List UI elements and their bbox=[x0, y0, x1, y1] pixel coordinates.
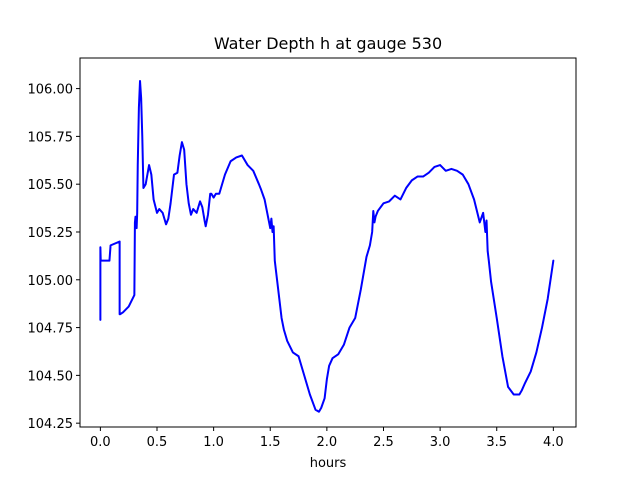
x-tick-label: 0.5 bbox=[147, 435, 168, 450]
x-tick-label: 4.0 bbox=[543, 435, 564, 450]
y-tick-label: 104.25 bbox=[28, 417, 74, 432]
x-tick-label: 1.5 bbox=[260, 435, 281, 450]
y-tick-label: 105.75 bbox=[28, 130, 74, 145]
y-tick-label: 104.75 bbox=[28, 322, 74, 337]
y-tick-label: 106.00 bbox=[28, 83, 74, 98]
y-tick-label: 104.50 bbox=[28, 369, 74, 384]
x-axis: 0.0 0.5 1.0 1.5 2.0 2.5 3.0 3.5 4.0 bbox=[90, 427, 564, 450]
x-tick-label: 2.5 bbox=[373, 435, 394, 450]
x-tick-label: 3.0 bbox=[430, 435, 451, 450]
water-depth-line bbox=[99, 79, 555, 413]
y-axis: 104.25 104.50 104.75 105.00 105.25 105.50 105.… bbox=[28, 83, 80, 432]
y-tick-label: 105.50 bbox=[28, 178, 74, 193]
plot-area-frame bbox=[79, 57, 577, 428]
y-tick-label: 105.00 bbox=[28, 274, 74, 289]
x-tick-label: 1.0 bbox=[203, 435, 224, 450]
x-tick-label: 0.0 bbox=[90, 435, 111, 450]
chart-title: Water Depth h at gauge 530 bbox=[214, 34, 442, 53]
y-tick-label: 105.25 bbox=[28, 226, 74, 241]
x-axis-label: hours bbox=[310, 456, 347, 471]
x-tick-label: 3.5 bbox=[486, 435, 507, 450]
x-tick-label: 2.0 bbox=[317, 435, 338, 450]
series-group bbox=[99, 79, 555, 413]
